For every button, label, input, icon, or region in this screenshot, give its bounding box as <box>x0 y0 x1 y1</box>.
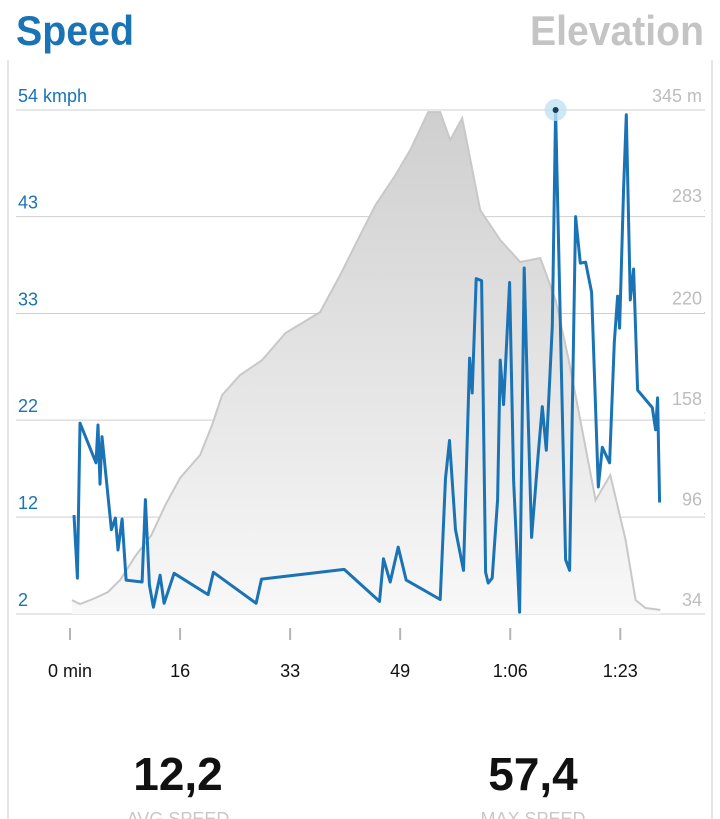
x-tick-label: 1:23 <box>603 661 638 681</box>
x-tick-label: 1:06 <box>493 661 528 681</box>
stat-value: 12,2 <box>133 748 223 800</box>
y-tick-label: 22 <box>18 396 38 416</box>
stat-label: MAX SPEED <box>480 809 585 819</box>
y2-tick-label: 345 m <box>652 86 702 106</box>
cursor-dot <box>552 107 559 113</box>
y2-tick-label: 283 <box>672 186 702 206</box>
x-tick-label: 33 <box>280 661 300 681</box>
y-tick-label: 43 <box>18 192 38 212</box>
plot: 2 12 22 33 43 54 kmph 34 96 158 220 283 345 m 0 min 1… <box>16 86 705 681</box>
y-tick-label: 54 kmph <box>18 86 87 106</box>
y2-tick-label: 220 <box>672 288 702 308</box>
y2-tick-label: 96 <box>682 489 702 509</box>
stat-label: AVG SPEED <box>127 809 230 819</box>
elevation-line <box>71 111 661 611</box>
x-tick-label: 16 <box>170 661 190 681</box>
y2-tick-label: 34 <box>682 590 702 610</box>
speed-line <box>72 108 662 614</box>
y-tick-label: 33 <box>18 289 38 309</box>
x-tick-label: 49 <box>390 661 410 681</box>
elevation-heading: Elevation <box>530 7 704 54</box>
y2-tick-label: 158 <box>672 389 702 409</box>
y-tick-label: 2 <box>18 590 28 610</box>
x-tick-label: 0 min <box>48 661 92 681</box>
y-tick-label: 12 <box>18 493 38 513</box>
stat-value: 57,4 <box>488 748 578 800</box>
speed-heading: Speed <box>16 7 134 54</box>
